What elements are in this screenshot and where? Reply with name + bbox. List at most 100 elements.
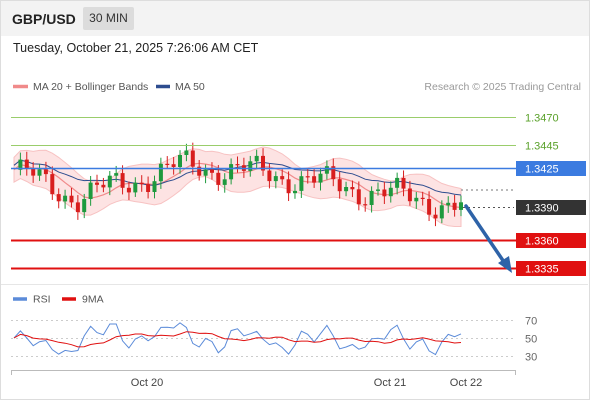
candle-body	[210, 169, 214, 173]
candle-body	[158, 163, 163, 182]
candle-body	[95, 182, 99, 185]
candle-body	[401, 177, 406, 189]
resistance-label: 1.3470	[525, 113, 559, 125]
bollinger-band-fill	[13, 146, 462, 227]
candle-body	[452, 202, 457, 210]
candle-body	[420, 197, 425, 199]
timestamp: Tuesday, October 21, 2025 7:26:06 AM CET	[13, 41, 259, 55]
candle-body	[273, 176, 278, 182]
ma50-legend-label: MA 50	[175, 81, 205, 93]
candle-body	[178, 155, 182, 167]
candle-body	[363, 204, 368, 206]
pivot-label-box	[516, 161, 586, 176]
candle-body	[446, 202, 451, 206]
forecast-arrow	[464, 204, 512, 273]
x-tick-oct21: Oct 21	[374, 377, 406, 389]
candle-body	[376, 189, 380, 191]
support-label: 1.3360	[525, 236, 559, 248]
candle-body	[286, 179, 291, 194]
candle-body	[184, 150, 189, 155]
candle-body	[197, 166, 202, 176]
candle-body	[126, 187, 131, 193]
rsi-ma-line	[13, 331, 462, 348]
candle-body	[133, 182, 138, 193]
candle-body	[395, 177, 400, 188]
candlesticks	[18, 142, 463, 227]
candle-body	[382, 189, 387, 197]
rsi-line	[13, 322, 462, 356]
rsi-panel: 70 50 30	[11, 316, 537, 364]
candle-body	[235, 164, 240, 166]
x-tick-oct20: Oct 20	[131, 377, 163, 389]
pivot-label: 1.3425	[525, 164, 559, 176]
candle-body	[88, 182, 93, 199]
candle-body	[305, 176, 310, 178]
candle-body	[324, 166, 329, 174]
candle-body	[459, 202, 463, 210]
candle-body	[114, 173, 119, 176]
candle-body	[407, 188, 412, 202]
candle-body	[152, 181, 157, 192]
last-price-label: 1.3390	[525, 203, 559, 215]
currency-pair: GBP/USD	[12, 11, 76, 27]
candle-body	[248, 161, 253, 171]
candle-body	[222, 179, 227, 185]
bollinger-band	[13, 146, 462, 227]
candle-body	[43, 169, 48, 175]
candle-body	[37, 169, 42, 176]
candle-body	[31, 168, 36, 176]
last-price-box	[516, 200, 586, 215]
resistance-label: 1.3445	[525, 141, 559, 153]
rsi-tick: 30	[525, 352, 537, 364]
candle-body	[120, 173, 125, 188]
candle-body	[356, 189, 361, 205]
price-levels: 1.3470 1.3445 1.3425 1.3390 1.3360 1.3335	[11, 113, 586, 276]
candle-body	[229, 164, 234, 180]
candle-body	[56, 194, 61, 202]
candle-body	[439, 205, 444, 219]
candle-body	[331, 166, 336, 180]
rsi-legend-label: RSI	[33, 294, 51, 306]
candle-body	[203, 169, 208, 176]
candle-body	[293, 190, 297, 194]
support-label-box	[516, 233, 586, 248]
candle-body	[171, 164, 176, 167]
rsi-ma-legend-label: 9MA	[82, 294, 104, 306]
candle-body	[254, 155, 259, 162]
candle-body	[101, 184, 106, 188]
candle-body	[318, 173, 323, 183]
candle-body	[165, 163, 170, 165]
candle-body	[63, 195, 68, 202]
x-tick-oct22: Oct 22	[450, 377, 482, 389]
candle-body	[369, 190, 374, 205]
candle-body	[18, 159, 23, 170]
candle-body	[350, 187, 355, 190]
support-label: 1.3335	[525, 264, 559, 276]
candle-body	[75, 202, 80, 213]
support-label-box	[516, 261, 586, 276]
candle-body	[107, 175, 112, 188]
candle-body	[267, 170, 272, 182]
candle-body	[299, 176, 304, 191]
candle-body	[69, 195, 74, 203]
ma20-legend-label: MA 20 + Bollinger Bands	[33, 81, 148, 93]
candle-body	[337, 179, 342, 192]
candle-body	[433, 214, 438, 219]
candle-body	[82, 199, 87, 213]
rsi-tick: 70	[525, 316, 537, 328]
candle-body	[414, 197, 419, 202]
candle-body	[50, 174, 55, 195]
candle-body	[261, 155, 265, 171]
candle-body	[344, 187, 349, 192]
candle-body	[139, 182, 144, 185]
candle-body	[312, 176, 317, 183]
candle-body	[280, 176, 285, 180]
rsi-tick: 50	[525, 334, 537, 346]
candle-body	[24, 159, 29, 169]
candle-body	[146, 184, 151, 192]
timeframe-badge[interactable]: 30 MIN	[83, 7, 134, 30]
candle-body	[216, 172, 221, 185]
candle-body	[190, 150, 195, 167]
ma20-line	[13, 162, 462, 209]
